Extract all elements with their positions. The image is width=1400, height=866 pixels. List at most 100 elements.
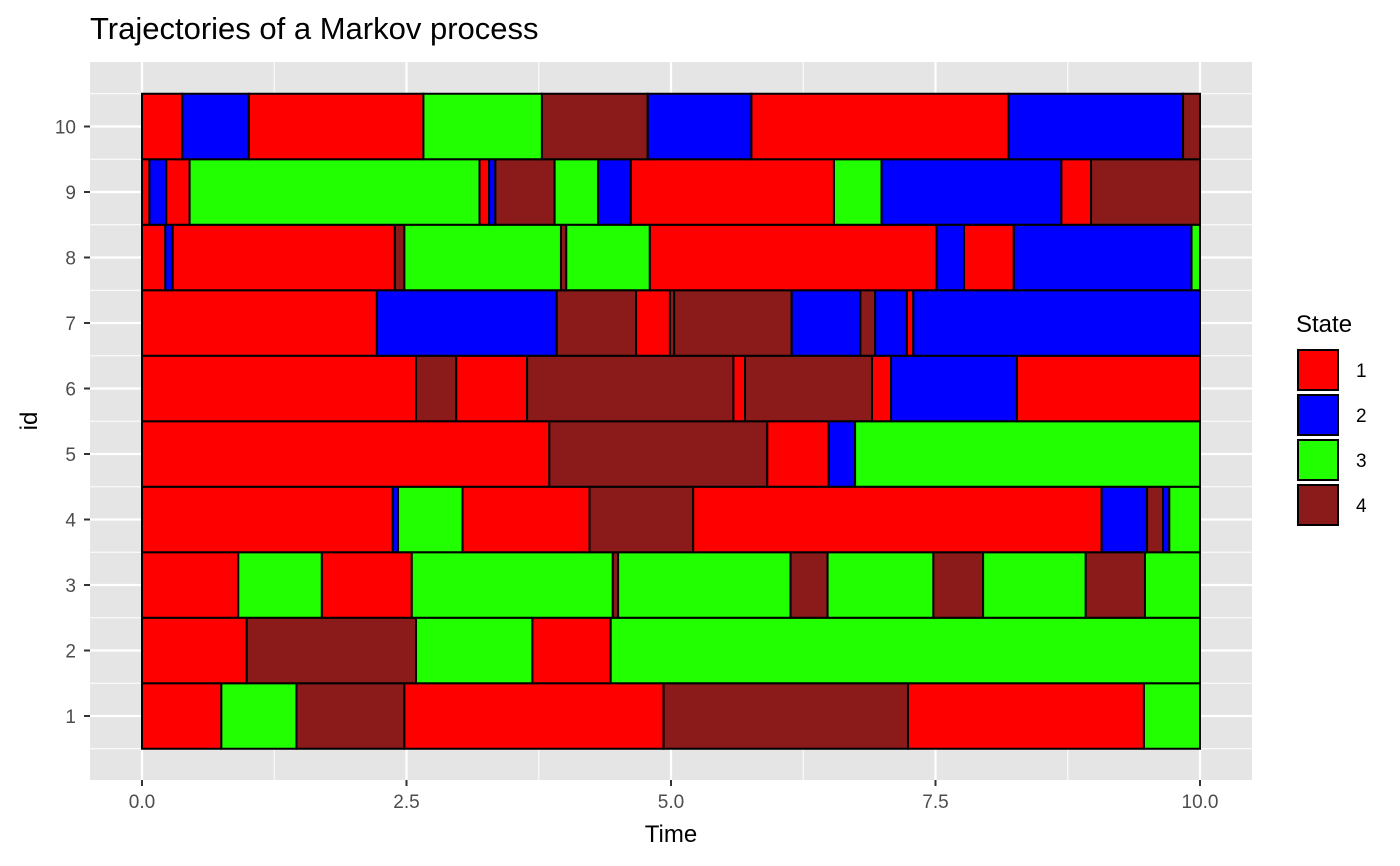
trajectory-segment	[181, 92, 250, 161]
legend-key-state-1	[1297, 349, 1339, 391]
trajectory-segment	[548, 420, 769, 488]
y-tick-label: 2	[65, 642, 76, 663]
trajectory-segment	[141, 158, 151, 226]
trajectory-segment	[1182, 92, 1202, 161]
trajectory-segment	[832, 158, 883, 226]
trajectory-segment	[141, 616, 248, 685]
y-tick-label: 8	[65, 249, 76, 270]
trajectory-segment	[790, 289, 862, 357]
trajectory-segment	[403, 682, 665, 750]
trajectory-segment	[609, 616, 1201, 685]
trajectory-segment	[141, 682, 223, 750]
x-tick-label: 5.0	[658, 792, 684, 813]
trajectory-segment	[871, 354, 893, 423]
y-tick-label: 5	[65, 445, 76, 466]
y-axis-ticks: 1 2 3 4 5 6 7 8 9 10	[55, 118, 90, 728]
trajectory-segment	[827, 420, 857, 488]
trajectory-segment	[188, 158, 481, 226]
y-tick-label: 9	[65, 183, 76, 204]
trajectory-segment	[629, 158, 835, 226]
legend-label: 3	[1356, 451, 1367, 472]
trajectory-segment	[963, 223, 1015, 292]
trajectory-segment	[478, 158, 491, 226]
trajectory-segment	[935, 223, 966, 292]
trajectory-segment	[1060, 158, 1093, 226]
x-axis-title: Time	[645, 821, 697, 848]
trajectory-segment	[393, 223, 406, 292]
trajectory-segment	[874, 289, 908, 357]
trajectory-segment	[1015, 354, 1201, 423]
trajectory-segment	[320, 551, 413, 619]
trajectory-segment	[673, 289, 793, 357]
trajectory-segment	[1143, 551, 1202, 619]
legend-label: 1	[1356, 361, 1367, 382]
trajectory-segment	[141, 92, 184, 161]
trajectory-segment	[295, 682, 406, 750]
trajectory-segment	[826, 551, 935, 619]
trajectory-segment	[1012, 223, 1193, 292]
trajectory-segment	[646, 92, 753, 161]
trajectory-segment	[247, 92, 425, 161]
trajectory-segment	[164, 223, 174, 292]
trajectory-segment	[617, 551, 792, 619]
legend-key-state-4	[1297, 484, 1339, 526]
trajectory-segment	[890, 354, 1018, 423]
trajectory-segment	[531, 616, 612, 685]
trajectory-segment	[635, 289, 671, 357]
trajectory-segment	[880, 158, 1063, 226]
trajectory-segment	[553, 158, 599, 226]
trajectory-segment	[237, 551, 323, 619]
y-tick-label: 4	[65, 511, 76, 532]
y-tick-label: 10	[55, 118, 76, 139]
trajectory-segment	[171, 223, 396, 292]
y-tick-label: 1	[65, 707, 76, 728]
trajectory-segment	[141, 420, 551, 488]
trajectory-segment	[415, 616, 534, 685]
trajectory-segment	[141, 551, 240, 619]
trajectory-segment	[141, 354, 418, 423]
trajectory-segment	[1168, 485, 1201, 554]
trajectory-segment	[540, 92, 649, 161]
trajectory-segment	[932, 551, 985, 619]
trajectory-segment	[732, 354, 747, 423]
x-tick-label: 10.0	[1182, 792, 1219, 813]
trajectory-segment	[648, 223, 938, 292]
trajectory-segment	[526, 354, 735, 423]
trajectory-segment	[422, 92, 543, 161]
y-tick-label: 3	[65, 576, 76, 597]
legend-label: 4	[1356, 496, 1367, 517]
chart-title: Trajectories of a Markov process	[90, 11, 539, 46]
legend-key-state-2	[1297, 394, 1339, 436]
trajectory-segment	[220, 682, 298, 750]
trajectory-segment	[397, 485, 464, 554]
trajectory-segment	[555, 289, 638, 357]
trajectory-segment	[403, 223, 562, 292]
trajectory-segment	[662, 682, 909, 750]
trajectory-segment	[1007, 92, 1185, 161]
trajectory-segment	[565, 223, 651, 292]
trajectory-segment	[1100, 485, 1149, 554]
trajectory-segment	[859, 289, 877, 357]
y-axis-title: id	[16, 412, 43, 431]
x-tick-label: 7.5	[922, 792, 948, 813]
trajectory-segment	[461, 485, 591, 554]
legend: State 1 2 3 4	[1296, 311, 1367, 526]
trajectory-segment	[744, 354, 874, 423]
x-tick-label: 0.0	[129, 792, 155, 813]
trajectory-segment	[588, 485, 695, 554]
trajectory-segment	[982, 551, 1087, 619]
trajectory-segment	[141, 223, 167, 292]
trajectory-segment	[410, 551, 614, 619]
legend-key-state-3	[1297, 439, 1339, 481]
trajectory-segment	[375, 289, 558, 357]
trajectory-segment	[789, 551, 829, 619]
trajectory-segment	[1146, 485, 1164, 554]
trajectory-segment	[148, 158, 168, 226]
trajectory-segment	[415, 354, 458, 423]
trajectory-segment	[854, 420, 1201, 488]
trajectory-segment	[141, 289, 378, 357]
trajectory-segment	[1142, 682, 1202, 750]
trajectory-segment	[766, 420, 830, 488]
trajectory-segment	[596, 158, 632, 226]
